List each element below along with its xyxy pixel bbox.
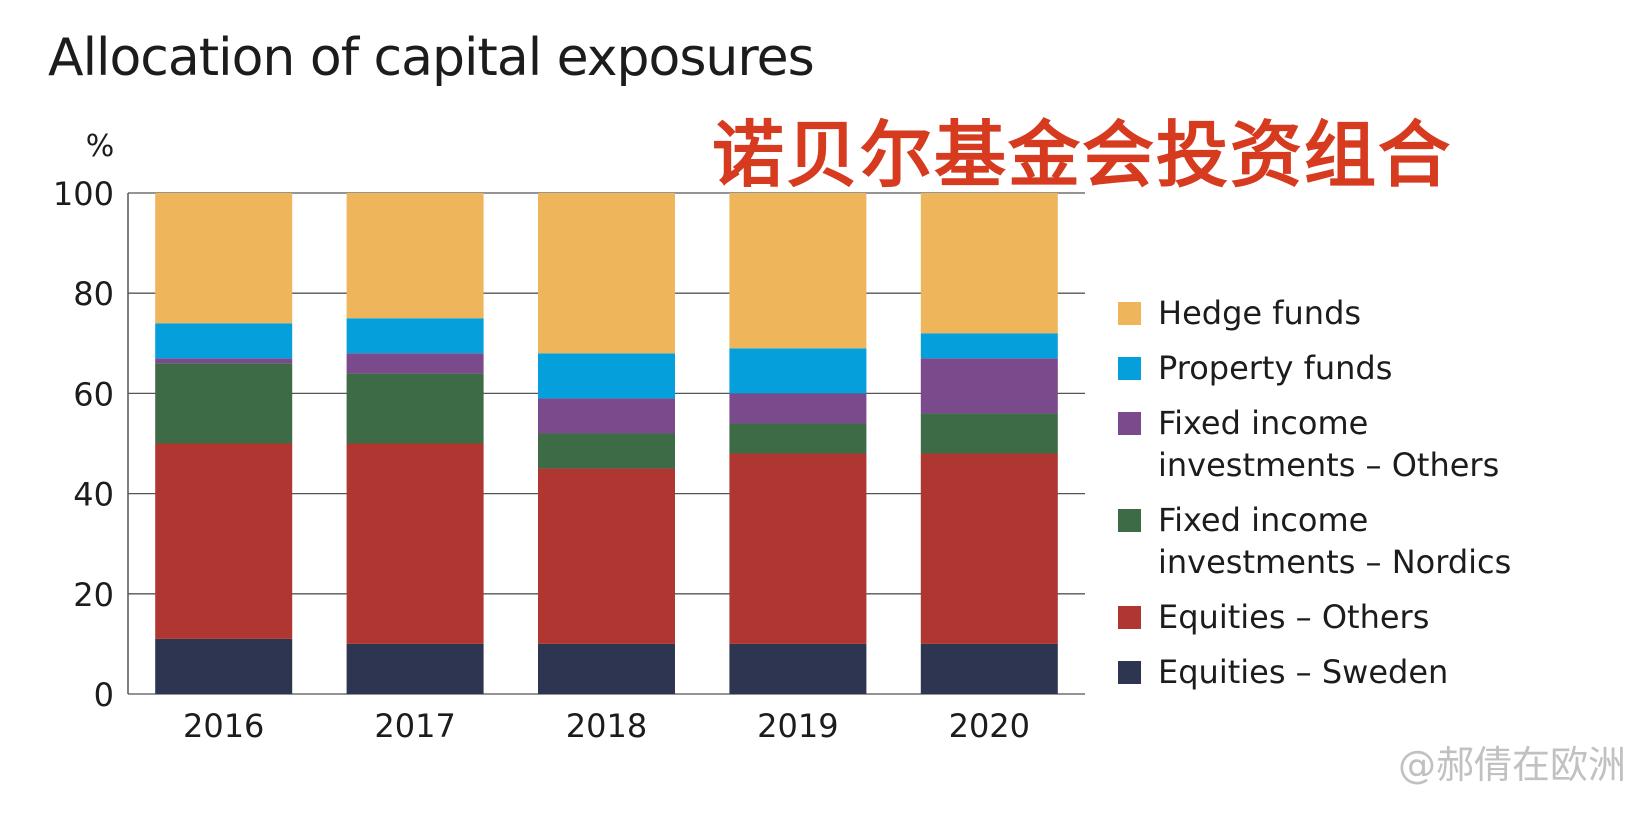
y-tick-label: 40 bbox=[73, 476, 114, 514]
x-tick-label: 2018 bbox=[566, 707, 647, 745]
legend-swatch bbox=[1118, 606, 1141, 629]
y-tick-label: 0 bbox=[94, 676, 114, 714]
bar-segment bbox=[538, 643, 675, 694]
legend-item: Fixed income investments – Others bbox=[1118, 402, 1618, 486]
bar-segment bbox=[920, 413, 1058, 454]
legend-label: Equities – Sweden bbox=[1158, 653, 1449, 691]
overlay-title: 诺贝尔基金会投资组合 bbox=[712, 113, 1453, 197]
x-tick-label: 2017 bbox=[374, 707, 455, 745]
y-axis-unit-label: % bbox=[86, 129, 115, 164]
x-tick-label: 2019 bbox=[757, 707, 838, 745]
bar-segment bbox=[920, 643, 1058, 694]
legend-label: Property funds bbox=[1158, 349, 1393, 387]
x-tick-label: 2016 bbox=[183, 707, 264, 745]
legend-item: Hedge funds bbox=[1118, 292, 1618, 334]
bar-segment bbox=[729, 348, 867, 394]
legend-item: Fixed income investments – Nordics bbox=[1118, 499, 1618, 583]
chart-title: Allocation of capital exposures bbox=[48, 28, 815, 88]
bar-segment bbox=[346, 353, 484, 374]
legend-label: Equities – Others bbox=[1158, 598, 1430, 636]
legend-item: Property funds bbox=[1118, 347, 1618, 389]
bar-segment bbox=[538, 468, 675, 644]
bar-segment bbox=[538, 433, 675, 469]
legend-swatch bbox=[1118, 357, 1141, 380]
bar-segment bbox=[729, 453, 867, 644]
bar-segment bbox=[155, 193, 293, 324]
legend-item: Equities – Sweden bbox=[1118, 651, 1618, 693]
y-tick-label: 80 bbox=[73, 275, 114, 313]
bar-segment bbox=[346, 318, 484, 354]
bar-segment bbox=[729, 423, 867, 454]
bar-segment bbox=[538, 398, 675, 434]
bar-segment bbox=[538, 193, 675, 354]
bar-segment bbox=[346, 643, 484, 694]
legend-item: Equities – Others bbox=[1118, 596, 1618, 638]
bar-segment bbox=[729, 643, 867, 694]
bar-segment bbox=[729, 393, 867, 424]
y-tick-label: 100 bbox=[53, 175, 114, 213]
bar-segment bbox=[346, 193, 484, 319]
bar-segment bbox=[920, 453, 1058, 644]
legend-label: Fixed income investments – Nordics bbox=[1158, 501, 1512, 581]
bar-segment bbox=[155, 358, 293, 364]
bar-segment bbox=[920, 358, 1058, 414]
bar-segment bbox=[155, 323, 293, 359]
bar-segment bbox=[155, 363, 293, 444]
x-tick-label: 2020 bbox=[949, 707, 1030, 745]
bar-segment bbox=[729, 193, 867, 349]
legend-swatch bbox=[1118, 302, 1141, 325]
bar-segment bbox=[155, 638, 293, 694]
bar-segment bbox=[155, 443, 293, 639]
watermark: @郝倩在欧洲 bbox=[1397, 743, 1626, 787]
bar-segment bbox=[920, 333, 1058, 359]
legend-label: Fixed income investments – Others bbox=[1158, 404, 1500, 484]
bar-segment bbox=[538, 353, 675, 399]
bar-segment bbox=[346, 443, 484, 644]
bar-segment bbox=[920, 193, 1058, 334]
legend-swatch bbox=[1118, 412, 1141, 435]
legend-swatch bbox=[1118, 661, 1141, 684]
legend: Hedge funds Property funds Fixed income in… bbox=[1118, 292, 1618, 706]
y-tick-label: 60 bbox=[73, 375, 114, 413]
y-tick-label: 20 bbox=[73, 576, 114, 614]
legend-label: Hedge funds bbox=[1158, 294, 1362, 332]
bar-segment bbox=[346, 373, 484, 444]
legend-swatch bbox=[1118, 509, 1141, 532]
